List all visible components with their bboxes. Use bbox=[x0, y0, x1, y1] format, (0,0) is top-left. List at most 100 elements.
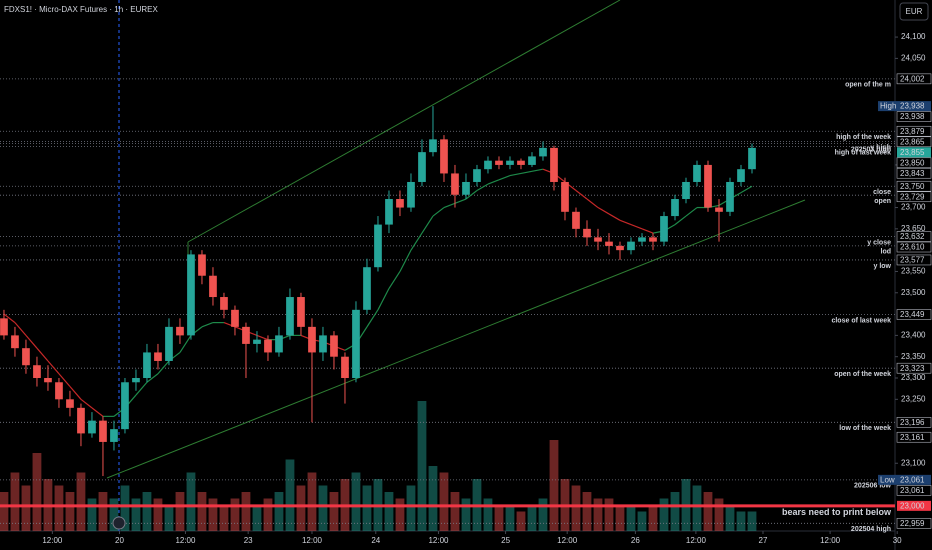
price-tag bbox=[896, 167, 932, 179]
candle-body bbox=[715, 207, 723, 212]
y-tick-label: 23,350 bbox=[901, 352, 926, 361]
candle-body bbox=[517, 160, 525, 165]
moving-average bbox=[630, 224, 643, 230]
chart-title: FDXS1! · Micro-DAX Futures · 1h · EUREX bbox=[4, 5, 158, 14]
level-label: high of last week bbox=[835, 149, 892, 156]
candle-body bbox=[44, 378, 52, 383]
volume-bar bbox=[54, 485, 64, 531]
y-tick-label: 23,400 bbox=[901, 331, 926, 340]
candle-body bbox=[506, 160, 514, 165]
candle-body bbox=[671, 199, 679, 217]
y-tick-label: 24,050 bbox=[901, 53, 926, 62]
volume-bar bbox=[494, 505, 504, 531]
price-tag-label: 23,610 bbox=[900, 243, 925, 252]
level-label: lod bbox=[881, 249, 892, 256]
volume-bar bbox=[21, 485, 31, 531]
candle-body bbox=[363, 267, 371, 310]
level-label: 202506 low bbox=[854, 483, 892, 490]
candle-body bbox=[99, 420, 107, 442]
candle-body bbox=[550, 147, 558, 182]
price-tag bbox=[897, 101, 931, 112]
volume-bar bbox=[571, 485, 581, 531]
x-tick-label: 20 bbox=[115, 536, 124, 545]
candle-body bbox=[341, 356, 349, 379]
x-tick-label: 24 bbox=[371, 536, 380, 545]
candle-body bbox=[330, 335, 338, 357]
volume-bar bbox=[274, 492, 284, 531]
volume-bar bbox=[285, 459, 295, 531]
candle-body bbox=[616, 245, 624, 251]
price-axis: 24,10024,05023,80023,70023,65023,55023,5… bbox=[42, 32, 932, 545]
x-tick-label: 12:00 bbox=[820, 536, 841, 545]
volume-bar bbox=[208, 498, 218, 531]
moving-average bbox=[36, 347, 49, 362]
candle-body bbox=[495, 160, 503, 165]
volume-bar bbox=[76, 472, 86, 531]
moving-average bbox=[201, 322, 214, 328]
volume-bar bbox=[0, 492, 9, 531]
volume-bar bbox=[186, 472, 196, 531]
price-tag bbox=[896, 157, 932, 169]
candle-body bbox=[429, 139, 437, 153]
volume-bar bbox=[219, 505, 229, 531]
price-tag-label: 23,850 bbox=[900, 158, 925, 167]
moving-average bbox=[91, 407, 104, 417]
volume-bar bbox=[648, 505, 658, 531]
volume-bar bbox=[175, 492, 185, 531]
moving-average bbox=[575, 190, 588, 200]
candle-body bbox=[154, 352, 162, 361]
y-tick-label: 23,300 bbox=[901, 373, 926, 382]
moving-average bbox=[531, 168, 544, 172]
price-tag-label: 22,959 bbox=[900, 519, 925, 528]
price-tag bbox=[897, 147, 931, 158]
moving-average bbox=[685, 207, 698, 217]
price-tag-label: 23,938 bbox=[900, 102, 925, 111]
price-tag-label: 23,729 bbox=[900, 192, 925, 201]
volume-bar bbox=[516, 511, 526, 531]
moving-average bbox=[740, 185, 753, 194]
volume-bar bbox=[362, 485, 372, 531]
volume-bar bbox=[417, 401, 427, 531]
y-tick-label: 23,550 bbox=[901, 267, 926, 276]
currency[interactable]: EUR bbox=[906, 7, 923, 16]
price-tag bbox=[896, 73, 932, 85]
price-tag-label: 23,879 bbox=[900, 127, 925, 136]
candle-body bbox=[0, 318, 8, 336]
moving-average bbox=[586, 198, 599, 209]
x-tick-label: 12:00 bbox=[42, 536, 63, 545]
moving-average bbox=[465, 190, 478, 200]
volume-bar bbox=[593, 498, 603, 531]
candle-body bbox=[572, 211, 580, 229]
candle-body bbox=[484, 160, 492, 170]
volume-bar bbox=[714, 498, 724, 531]
volume-bar bbox=[615, 505, 625, 531]
volume-bar bbox=[32, 453, 42, 531]
volume-bar bbox=[582, 492, 592, 531]
currency-button[interactable] bbox=[899, 2, 929, 21]
candle-body bbox=[209, 275, 217, 298]
candle-body bbox=[187, 254, 195, 336]
x-tick-label: 23 bbox=[244, 536, 253, 545]
moving-average bbox=[366, 309, 379, 328]
x-tick-label: 26 bbox=[631, 536, 640, 545]
volume-bar bbox=[659, 498, 669, 531]
candle-body bbox=[286, 297, 294, 336]
replay-icon[interactable] bbox=[112, 516, 126, 530]
volume-bar bbox=[439, 472, 449, 531]
candle-body bbox=[440, 139, 448, 174]
volume-bar bbox=[604, 498, 614, 531]
y-tick-label: 23,500 bbox=[901, 288, 926, 297]
candle-body bbox=[352, 309, 360, 379]
volume-bar bbox=[296, 485, 306, 531]
level-label: close bbox=[873, 189, 891, 196]
volume-bar bbox=[252, 505, 262, 531]
candle-body bbox=[88, 420, 96, 434]
price-tag bbox=[897, 500, 931, 511]
x-tick-label: 12:00 bbox=[686, 536, 707, 545]
volume-bar bbox=[318, 485, 328, 531]
candle-body bbox=[737, 169, 745, 182]
price-tag bbox=[896, 231, 932, 242]
moving-average bbox=[432, 207, 445, 217]
